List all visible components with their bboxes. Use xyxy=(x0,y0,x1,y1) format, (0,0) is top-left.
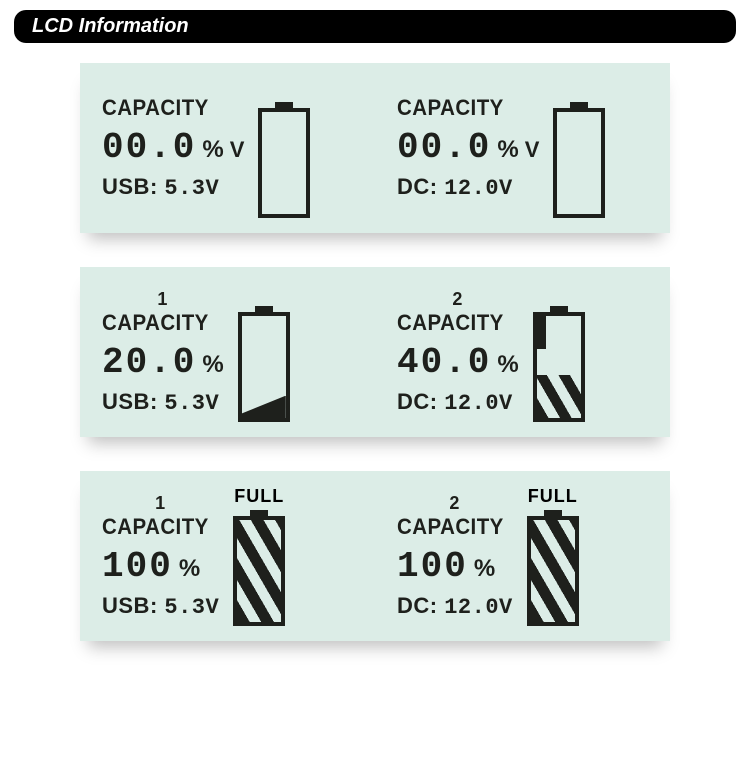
battery-column xyxy=(553,78,605,218)
percent-symbol: % xyxy=(179,555,200,583)
capacity-label: CAPACITY xyxy=(102,95,234,121)
source-label: DC: xyxy=(397,593,444,618)
slot-number: 2 xyxy=(397,289,519,310)
value-row: 20.0% xyxy=(102,342,224,383)
value-row: 00.0% V xyxy=(102,127,244,168)
source-row: USB: 5.3V xyxy=(102,593,219,620)
source-row: USB: 5.3V xyxy=(102,174,244,201)
capacity-value: 20.0 xyxy=(102,342,196,383)
battery-icon xyxy=(527,508,579,626)
source-value: 12.0 xyxy=(444,595,499,620)
lcd-cell: CAPACITY00.0%VUSB: 5.3V xyxy=(80,63,375,233)
lcd-text-column: 2CAPACITY 40.0% DC: 12.0V xyxy=(397,289,519,416)
lcd-text-column: CAPACITY00.0%VDC: 12.0V xyxy=(397,95,539,201)
source-unit: V xyxy=(499,391,513,416)
section-header: LCD Information xyxy=(14,10,736,43)
battery-icon xyxy=(533,304,585,422)
battery-body-icon xyxy=(233,516,285,626)
lcd-text-column: CAPACITY00.0%VUSB: 5.3V xyxy=(102,95,244,201)
source-unit: V xyxy=(499,595,513,620)
lcd-text-column: 2CAPACITY 100% DC: 12.0V xyxy=(397,493,513,620)
source-row: DC: 12.0V xyxy=(397,593,513,620)
source-row: DC: 12.0V xyxy=(397,389,519,416)
battery-icon xyxy=(238,304,290,422)
source-label: USB: xyxy=(102,593,164,618)
percent-symbol: % xyxy=(497,351,518,379)
percent-symbol: % xyxy=(497,136,518,164)
battery-body-icon xyxy=(238,312,290,422)
battery-column: FULL xyxy=(233,486,285,626)
capacity-value: 00.0 xyxy=(102,127,196,168)
battery-column: FULL xyxy=(527,486,579,626)
source-value: 5.3 xyxy=(164,595,205,620)
percent-symbol: % xyxy=(474,555,495,583)
source-value: 12.0 xyxy=(444,391,499,416)
slot-number: 1 xyxy=(102,493,219,514)
slot-number: 1 xyxy=(102,289,224,310)
source-row: USB: 5.3V xyxy=(102,389,224,416)
lcd-panel: 1CAPACITY100%USB: 5.3VFULL2CAPACITY100%D… xyxy=(80,471,670,641)
source-value: 5.3 xyxy=(164,391,205,416)
lcd-cell: 2CAPACITY 100% DC: 12.0V FULL xyxy=(375,471,670,641)
lcd-cell: 1CAPACITY 20.0% USB: 5.3V xyxy=(80,267,375,437)
value-row: 00.0% V xyxy=(397,127,539,168)
capacity-value: 100 xyxy=(397,546,468,587)
capacity-value: 40.0 xyxy=(397,342,491,383)
full-label: FULL xyxy=(234,486,284,506)
source-row: DC: 12.0V xyxy=(397,174,539,201)
source-value: 12.0 xyxy=(444,176,499,201)
battery-column xyxy=(258,78,310,218)
capacity-label: CAPACITY xyxy=(102,310,215,336)
value-row: 100% xyxy=(102,546,219,587)
battery-icon xyxy=(233,508,285,626)
value-row: 40.0% xyxy=(397,342,519,383)
value-row: 100% xyxy=(397,546,513,587)
lcd-cell: CAPACITY00.0%VDC: 12.0V xyxy=(375,63,670,233)
percent-symbol: % xyxy=(202,351,223,379)
battery-column xyxy=(238,282,290,422)
lcd-panels-container: CAPACITY00.0%VUSB: 5.3VCAPACITY00.0%VDC:… xyxy=(0,63,750,641)
source-label: DC: xyxy=(397,174,444,199)
battery-icon xyxy=(553,100,605,218)
battery-column xyxy=(533,282,585,422)
volt-symbol: V xyxy=(525,137,540,163)
capacity-label: CAPACITY xyxy=(397,514,505,540)
capacity-value: 00.0 xyxy=(397,127,491,168)
lcd-cell: 2CAPACITY 40.0% DC: 12.0V xyxy=(375,267,670,437)
full-label: FULL xyxy=(528,486,578,506)
volt-symbol: V xyxy=(230,137,245,163)
lcd-panel: CAPACITY00.0%VUSB: 5.3VCAPACITY00.0%VDC:… xyxy=(80,63,670,233)
capacity-label: CAPACITY xyxy=(102,514,211,540)
battery-body-icon xyxy=(258,108,310,218)
source-label: USB: xyxy=(102,389,164,414)
battery-icon xyxy=(258,100,310,218)
source-unit: V xyxy=(499,176,513,201)
battery-body-icon xyxy=(527,516,579,626)
capacity-value: 100 xyxy=(102,546,173,587)
slot-number: 2 xyxy=(397,493,513,514)
lcd-text-column: 1CAPACITY 100% USB: 5.3V xyxy=(102,493,219,620)
lcd-cell: 1CAPACITY 100% USB: 5.3V FULL xyxy=(80,471,375,641)
source-label: USB: xyxy=(102,174,164,199)
source-unit: V xyxy=(206,391,220,416)
capacity-label: CAPACITY xyxy=(397,95,529,121)
lcd-text-column: 1CAPACITY 20.0% USB: 5.3V xyxy=(102,289,224,416)
source-label: DC: xyxy=(397,389,444,414)
battery-body-icon xyxy=(553,108,605,218)
capacity-label: CAPACITY xyxy=(397,310,510,336)
battery-body-icon xyxy=(533,312,585,422)
source-unit: V xyxy=(206,595,220,620)
lcd-panel: 1CAPACITY20.0%USB: 5.3V2CAPACITY40.0%DC:… xyxy=(80,267,670,437)
percent-symbol: % xyxy=(202,136,223,164)
source-value: 5.3 xyxy=(164,176,205,201)
source-unit: V xyxy=(206,176,220,201)
